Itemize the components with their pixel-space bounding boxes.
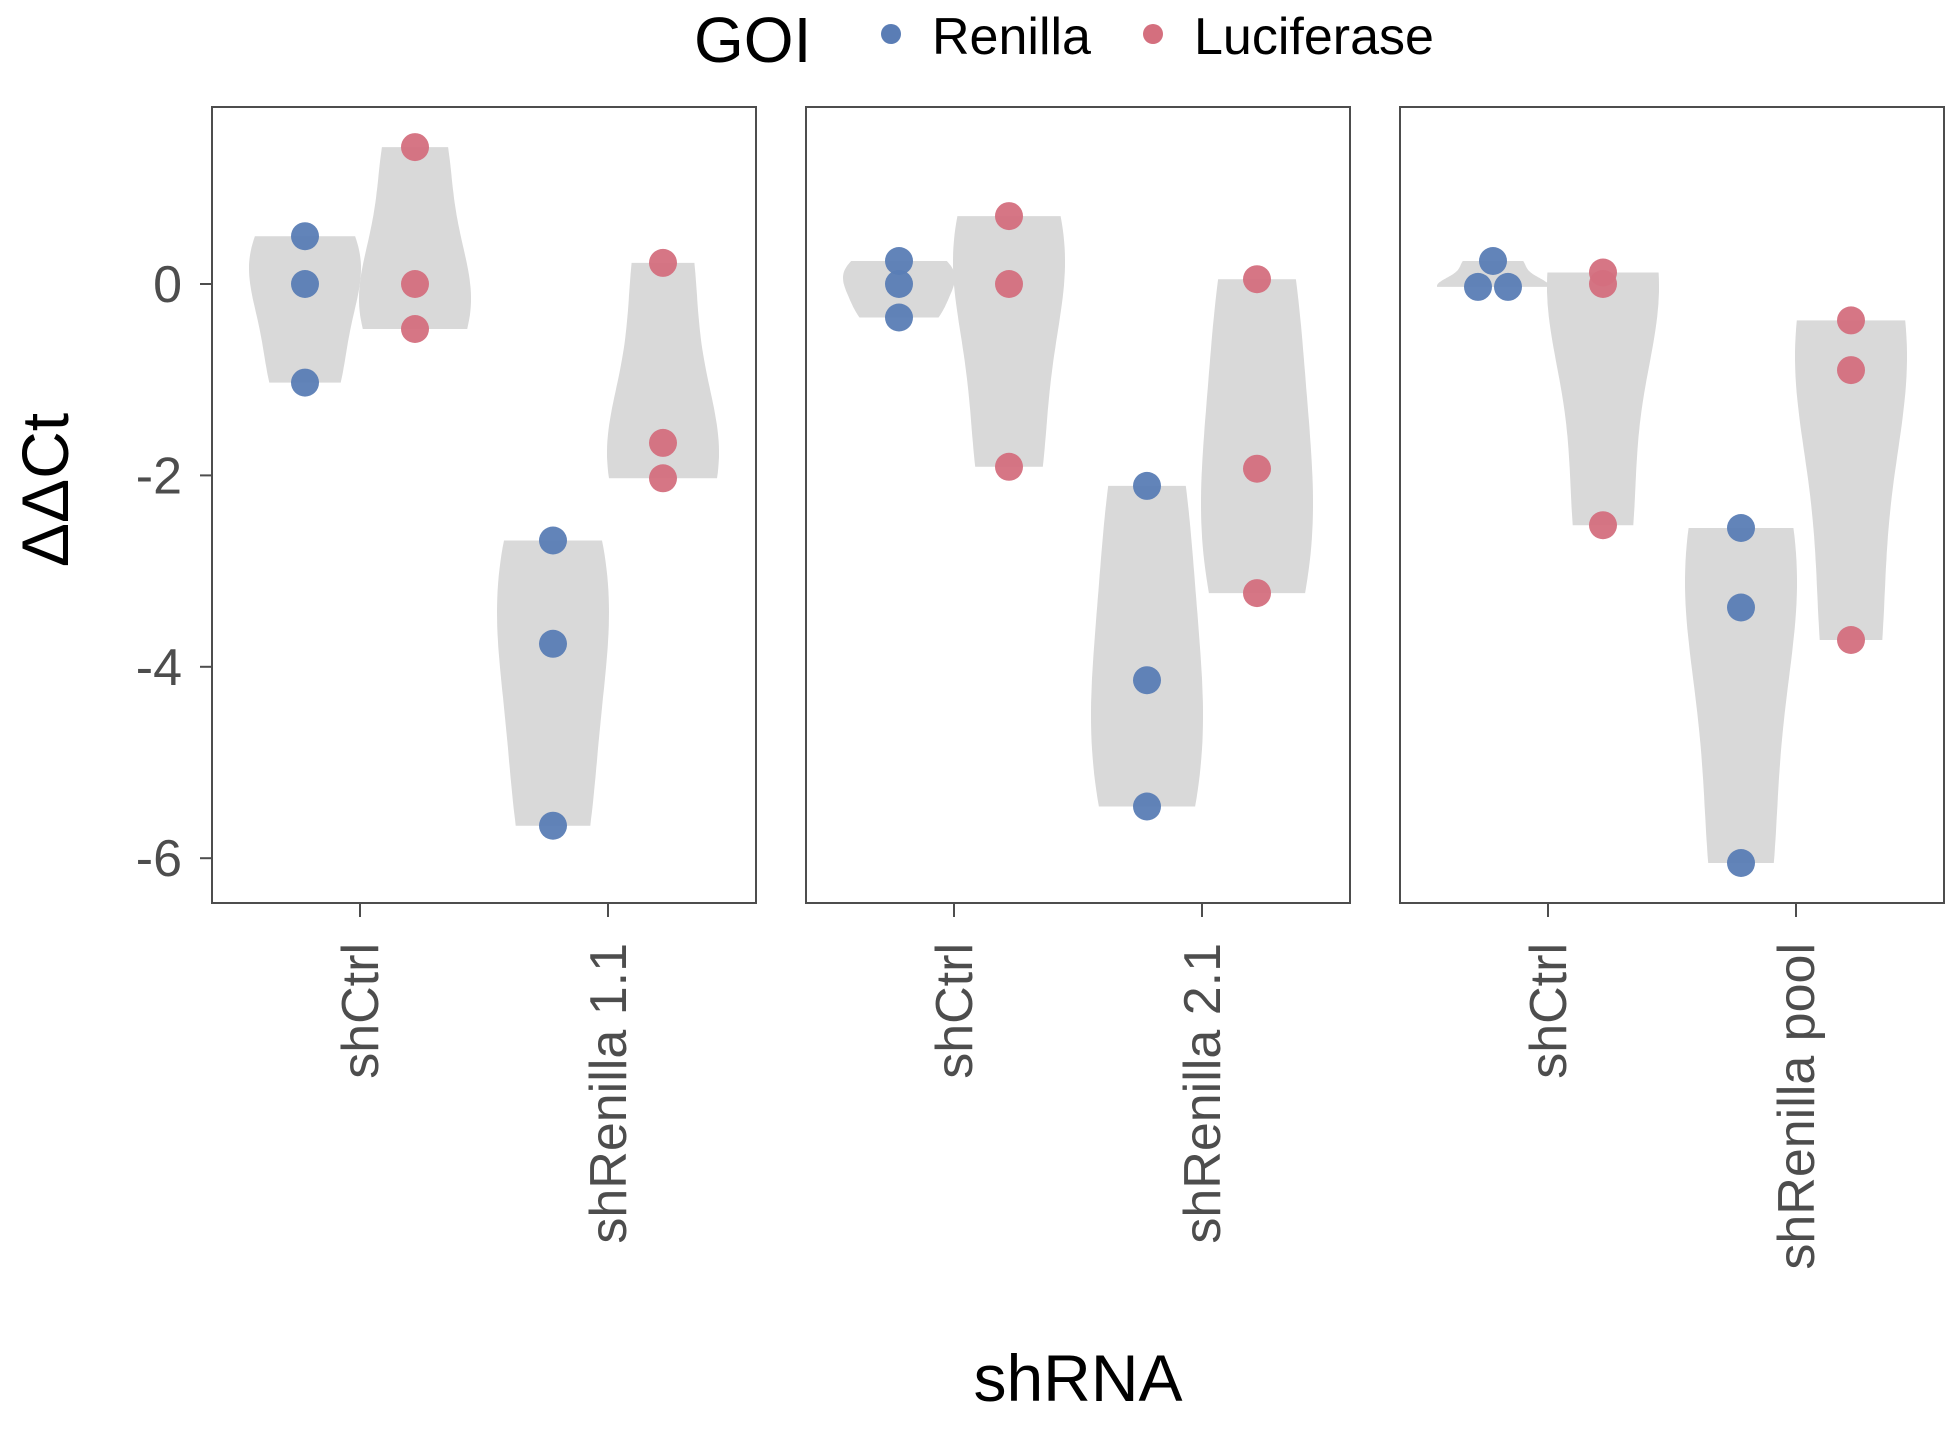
data-point-luciferase bbox=[1243, 265, 1271, 294]
data-point-luciferase bbox=[995, 202, 1023, 231]
data-point-luciferase bbox=[1243, 454, 1271, 483]
violin-luciferase bbox=[359, 147, 471, 329]
data-point-luciferase bbox=[401, 270, 429, 298]
data-point-renilla bbox=[539, 811, 567, 840]
legend-renilla-marker bbox=[881, 24, 901, 44]
panel-3: shCtrl shRenilla pool bbox=[1399, 106, 1945, 1270]
data-point-renilla bbox=[885, 303, 913, 332]
violin-renilla bbox=[249, 236, 361, 383]
x-tick-label: shRenilla pool bbox=[1768, 943, 1826, 1270]
violin-renilla bbox=[497, 540, 609, 826]
data-point-luciferase bbox=[1589, 511, 1617, 540]
panels: shCtrl shRenilla 1.1 shCtrl shRenilla 2.1 sh… bbox=[211, 106, 1945, 1270]
data-point-renilla bbox=[1479, 247, 1507, 275]
violin-renilla bbox=[1685, 528, 1797, 863]
violin-luciferase bbox=[1201, 279, 1313, 594]
data-point-luciferase bbox=[401, 133, 429, 162]
y-axis-title: ΔΔCt bbox=[8, 413, 82, 567]
x-tick-label: shCtrl bbox=[926, 943, 984, 1079]
violin-luciferase bbox=[1547, 272, 1659, 526]
violin-renilla bbox=[1091, 485, 1203, 807]
data-point-renilla bbox=[885, 270, 913, 298]
data-point-luciferase bbox=[649, 248, 677, 277]
data-point-luciferase bbox=[649, 464, 677, 493]
y-tick-label: -4 bbox=[136, 639, 182, 697]
x-tick-label: shCtrl bbox=[332, 943, 390, 1079]
data-point-luciferase bbox=[1837, 306, 1865, 335]
data-point-luciferase bbox=[995, 452, 1023, 481]
data-point-renilla bbox=[885, 247, 913, 275]
data-point-renilla bbox=[539, 629, 567, 658]
data-point-luciferase bbox=[1837, 356, 1865, 385]
data-point-renilla bbox=[1133, 666, 1161, 695]
data-point-luciferase bbox=[1243, 579, 1271, 608]
data-point-renilla bbox=[1727, 514, 1755, 542]
panel-border bbox=[211, 106, 757, 904]
data-point-renilla bbox=[1464, 272, 1492, 301]
y-tick-label: -6 bbox=[136, 830, 182, 888]
data-point-renilla bbox=[1494, 272, 1522, 301]
data-point-renilla bbox=[1727, 593, 1755, 622]
data-point-luciferase bbox=[1589, 270, 1617, 298]
panel-1: shCtrl shRenilla 1.1 bbox=[211, 106, 757, 1244]
legend-title: GOI bbox=[694, 4, 811, 76]
legend-renilla-label: Renilla bbox=[932, 8, 1091, 66]
y-tick-label: -2 bbox=[136, 447, 182, 505]
data-point-renilla bbox=[1133, 792, 1161, 821]
legend-luciferase-label: Luciferase bbox=[1194, 8, 1434, 66]
violin-luciferase bbox=[1795, 320, 1907, 640]
violin-luciferase bbox=[953, 216, 1065, 467]
data-point-luciferase bbox=[401, 315, 429, 343]
data-point-renilla bbox=[539, 526, 567, 555]
data-point-renilla bbox=[291, 270, 319, 298]
legend: GOI Renilla Luciferase bbox=[694, 4, 1434, 76]
data-point-renilla bbox=[1727, 849, 1755, 877]
data-point-luciferase bbox=[649, 428, 677, 457]
x-axis-title: shRNA bbox=[973, 1341, 1182, 1415]
data-point-renilla bbox=[291, 222, 319, 251]
violin-luciferase bbox=[607, 262, 719, 479]
data-point-luciferase bbox=[1837, 626, 1865, 654]
legend-luciferase-marker bbox=[1143, 24, 1163, 44]
data-point-luciferase bbox=[995, 270, 1023, 298]
y-axis: 0 -2 -4 -6 bbox=[136, 256, 212, 888]
x-tick-label: shCtrl bbox=[1520, 943, 1578, 1079]
x-tick-label: shRenilla 2.1 bbox=[1174, 943, 1232, 1244]
x-tick-label: shRenilla 1.1 bbox=[580, 943, 638, 1244]
data-point-renilla bbox=[291, 368, 319, 397]
data-point-renilla bbox=[1133, 471, 1161, 500]
y-tick-label: 0 bbox=[153, 256, 182, 314]
panel-2: shCtrl shRenilla 2.1 bbox=[805, 106, 1351, 1244]
